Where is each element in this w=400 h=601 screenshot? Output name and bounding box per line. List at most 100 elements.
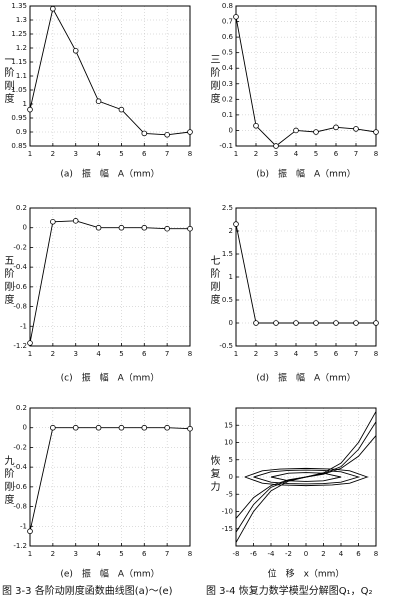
x-tick-label: 1: [234, 350, 238, 358]
x-tick-label: -6: [250, 550, 258, 558]
y-tick-label: 2: [229, 227, 233, 235]
data-point: [50, 219, 56, 225]
x-tick-label: 6: [142, 150, 147, 158]
x-tick-label: 4: [294, 350, 299, 358]
y-axis-label: 七阶刚度: [208, 255, 220, 307]
y-tick-label: -0.2: [13, 243, 27, 251]
data-point: [273, 320, 279, 326]
data-point: [141, 130, 148, 137]
x-axis-label: (b) 振 幅 A（mm）: [256, 168, 355, 180]
x-tick-label: 2: [254, 350, 258, 358]
plot-frame: [29, 5, 191, 147]
data-line: [235, 16, 377, 147]
curve: [235, 435, 377, 519]
x-tick-label: 8: [188, 350, 192, 358]
plot-frame: [235, 5, 377, 147]
data-point: [293, 127, 299, 134]
x-tick-label: 8: [374, 150, 378, 158]
x-tick-label: 4: [294, 150, 299, 158]
data-point: [253, 320, 259, 326]
x-tick-label: 5: [119, 350, 123, 358]
y-axis-label: 一阶刚度: [2, 54, 14, 106]
y-tick-label: -1.2: [13, 542, 27, 550]
y-tick-label: 1.2: [16, 44, 27, 52]
x-tick-label: 4: [96, 150, 101, 158]
data-point: [187, 129, 193, 135]
y-tick-label: 0.2: [222, 95, 233, 103]
caption: 图 3-3 各阶动刚度函数曲线图(a)～(e): [2, 584, 173, 597]
x-tick-label: 1: [28, 150, 32, 158]
x-tick-label: 5: [119, 150, 123, 158]
curve: [244, 467, 369, 487]
data-point: [72, 218, 79, 224]
data-point: [313, 129, 319, 135]
x-tick-label: 3: [274, 350, 278, 358]
x-tick-label: 1: [234, 150, 238, 158]
y-tick-label: 0: [229, 473, 233, 481]
y-tick-label: 1.3: [16, 16, 27, 24]
x-tick-label: 2: [51, 350, 55, 358]
data-line: [29, 220, 190, 344]
data-point: [273, 143, 279, 149]
y-tick-label: 0.9: [16, 128, 27, 136]
x-tick-label: 4: [339, 550, 344, 558]
data-point: [27, 340, 33, 346]
plot-frame: [235, 207, 377, 347]
y-axis-label: 五阶刚度: [2, 255, 14, 307]
y-tick-label: 0.5: [222, 296, 233, 304]
y-tick-label: 2.5: [222, 204, 233, 212]
y-tick-label: -1.2: [13, 342, 27, 350]
x-axis-label: (d) 振 幅 A（mm）: [256, 372, 355, 384]
y-tick-label: 0: [23, 224, 27, 232]
y-tick-label: 0.2: [16, 404, 27, 412]
data-point: [333, 320, 339, 326]
x-tick-label: -2: [285, 550, 292, 558]
x-tick-label: 4: [96, 350, 101, 358]
curve: [270, 472, 342, 482]
x-tick-label: 3: [73, 550, 77, 558]
data-point: [233, 221, 239, 227]
y-tick-label: 0.5: [222, 49, 233, 57]
y-tick-label: 0: [229, 126, 233, 134]
x-tick-label: 3: [73, 150, 77, 158]
x-tick-label: 2: [321, 550, 325, 558]
data-point: [50, 6, 56, 12]
y-tick-label: 1: [229, 273, 233, 281]
data-point: [233, 14, 239, 20]
x-tick-label: 5: [314, 150, 318, 158]
x-tick-label: 8: [188, 550, 192, 558]
y-tick-label: 15: [224, 421, 233, 429]
x-tick-label: 5: [119, 550, 123, 558]
data-point: [95, 224, 102, 231]
data-point: [187, 225, 193, 232]
y-tick-label: 0.2: [16, 204, 27, 212]
data-point: [141, 424, 148, 431]
x-tick-label: 6: [334, 150, 339, 158]
x-tick-label: 6: [356, 550, 361, 558]
data-point: [95, 424, 102, 431]
y-tick-label: 0.7: [222, 18, 233, 26]
curve: [253, 469, 361, 485]
x-tick-label: 6: [142, 550, 147, 558]
data-point: [27, 106, 33, 113]
data-point: [187, 425, 193, 432]
y-tick-label: -0.6: [13, 483, 27, 491]
data-point: [27, 528, 33, 535]
data-point: [164, 424, 170, 431]
data-point: [118, 424, 125, 431]
x-tick-label: -4: [268, 550, 276, 558]
data-point: [72, 424, 79, 431]
y-tick-label: 0.1: [222, 111, 233, 119]
y-tick-label: 0.95: [11, 114, 27, 122]
x-tick-label: -8: [233, 550, 240, 558]
data-point: [353, 320, 359, 326]
plot-frame: [29, 407, 191, 547]
x-tick-label: 4: [96, 550, 101, 558]
y-tick-label: 1.1: [16, 72, 27, 80]
data-point: [72, 47, 79, 54]
y-tick-label: 0.6: [222, 33, 234, 41]
plot-frame: [235, 407, 377, 547]
y-tick-label: -0.5: [219, 342, 233, 350]
y-tick-label: 1.25: [11, 30, 27, 38]
y-tick-label: 0.8: [222, 2, 233, 10]
